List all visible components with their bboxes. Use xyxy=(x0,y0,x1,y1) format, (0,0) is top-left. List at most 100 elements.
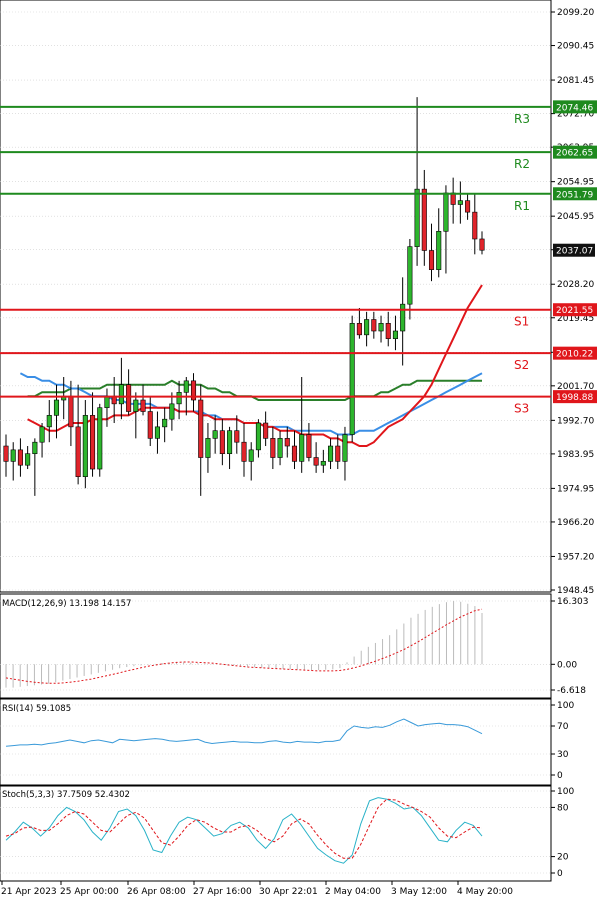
candle-bull xyxy=(46,415,52,428)
macd-axis: 16.303 0.00 -6.618 xyxy=(551,597,589,696)
candle-bear xyxy=(428,250,435,270)
price-tick-label: 1966.20 xyxy=(557,518,594,528)
time-axis: 21 Apr 2023 25 Apr 00:00 26 Apr 08:00 27 Ap… xyxy=(1,881,513,897)
indicator-tick-label: -6.618 xyxy=(557,686,586,696)
level-price-label: 2074.46 xyxy=(556,103,593,113)
price-tick-label: 2054.95 xyxy=(557,178,594,188)
indicator-tick-label: 0 xyxy=(557,869,563,879)
price-tick-label: 2072.70 xyxy=(557,110,594,120)
candle-bull xyxy=(53,399,60,416)
indicator-tick-label: 100 xyxy=(557,701,574,711)
rsi-title: RSI(14) 59.1085 xyxy=(2,704,71,714)
candle-bear xyxy=(219,430,225,454)
candle-bear xyxy=(3,445,9,462)
candle-bull xyxy=(176,392,182,405)
macd-grid xyxy=(0,600,551,691)
candle-bull xyxy=(342,434,348,462)
candle-bull xyxy=(97,407,103,470)
candle-bull xyxy=(162,418,168,428)
candle-bull xyxy=(255,422,261,451)
level-price-label: 1998.88 xyxy=(556,393,593,403)
candle-bear xyxy=(126,384,132,412)
candle-bull xyxy=(25,453,31,466)
candle-bear xyxy=(479,238,485,251)
candle-bear xyxy=(306,434,312,458)
candle-bull xyxy=(248,449,254,462)
candle-bull xyxy=(320,461,326,466)
price-tick-label: 2001.70 xyxy=(557,382,594,392)
candle-bull xyxy=(349,323,355,435)
level-price-box xyxy=(553,100,597,114)
candle-bear xyxy=(284,438,290,447)
candle-bear xyxy=(421,188,427,251)
level-price-box xyxy=(553,346,597,360)
macd-title: MACD(12,26,9) 13.198 14.157 xyxy=(2,599,131,609)
level-price-label: 2010.22 xyxy=(556,350,593,360)
candle-bear xyxy=(465,200,471,213)
price-tick-label: 2019.45 xyxy=(557,314,594,324)
candle-bull xyxy=(299,434,305,462)
stoch-k-line xyxy=(5,797,483,864)
candle-bull xyxy=(364,319,370,336)
level-price-label: 2021.55 xyxy=(556,306,593,316)
current-price-marker: 2037.07 xyxy=(553,243,595,257)
candle-bull xyxy=(205,438,211,458)
candle-bull xyxy=(32,441,38,454)
price-tick-label: 2099.20 xyxy=(557,8,594,18)
candle-bull xyxy=(378,323,384,332)
rsi-line xyxy=(5,718,483,747)
price-tick-label: 2045.95 xyxy=(557,212,594,222)
macd-panel: MACD(12,26,9) 13.198 14.157 16.303 0.00 -6… xyxy=(0,593,589,699)
candle-bull xyxy=(183,380,189,393)
candle-bull xyxy=(104,395,110,408)
candle-bull xyxy=(154,426,160,439)
candle-bull xyxy=(443,192,449,232)
ma-fast-line xyxy=(27,284,483,447)
time-tick-label: 2 May 04:00 xyxy=(325,887,381,897)
candle-bear xyxy=(241,441,247,462)
pivot-levels[interactable]: R3 2074.46 R2 2062.65 R1 2051.79 S1 2021.55 S2 20… xyxy=(0,100,597,416)
level-name-r1: R1 xyxy=(514,199,530,213)
candle-bear xyxy=(140,399,146,412)
candle-bear xyxy=(263,422,269,439)
level-price-box xyxy=(553,145,597,159)
price-tick-label: 1992.70 xyxy=(557,416,594,426)
candle-bull xyxy=(436,231,442,270)
level-price-box xyxy=(553,187,597,201)
level-price-label: 2051.79 xyxy=(556,190,593,200)
level-name-r2: R2 xyxy=(514,157,530,171)
indicator-tick-label: 0.00 xyxy=(557,660,577,670)
price-axis: 2099.202090.452081.452072.702063.952054.… xyxy=(551,8,594,596)
rsi-panel-frame xyxy=(0,698,552,786)
candle-bear xyxy=(385,323,391,339)
candle-bull xyxy=(212,430,218,439)
candle-bear xyxy=(75,426,81,478)
candle-bear xyxy=(356,323,362,336)
time-tick-label: 27 Apr 16:00 xyxy=(193,887,252,897)
candle-bear xyxy=(472,211,478,240)
macd-signal-line xyxy=(5,608,483,684)
candle-bull xyxy=(133,399,139,412)
rsi-panel: RSI(14) 59.1085 100 70 30 0 xyxy=(0,698,574,786)
ma-slow-line xyxy=(27,379,482,401)
level-price-label: 2062.65 xyxy=(556,149,593,159)
candle-bear xyxy=(90,415,96,470)
stoch-panel-frame xyxy=(0,785,552,882)
price-tick-label: 2028.20 xyxy=(557,280,594,290)
rsi-axis: 100 70 30 0 xyxy=(551,701,574,781)
candle-bull xyxy=(457,200,463,205)
price-panel: 2099.202090.452081.452072.702063.952054.… xyxy=(0,0,597,596)
candlesticks xyxy=(3,97,485,496)
price-panel-frame xyxy=(0,0,552,593)
time-tick-label: 30 Apr 22:01 xyxy=(259,887,318,897)
candle-bull xyxy=(400,303,406,332)
time-tick-label: 4 May 20:00 xyxy=(457,887,513,897)
indicator-tick-label: 0 xyxy=(557,771,563,781)
stoch-panel: Stoch(5,3,3) 37.7509 52.4302 100 80 20 0 xyxy=(0,785,574,882)
candle-bull xyxy=(82,415,88,478)
indicator-tick-label: 100 xyxy=(557,787,574,797)
level-name-s1: S1 xyxy=(514,315,529,329)
candle-bull xyxy=(407,246,413,305)
stoch-axis: 100 80 20 0 xyxy=(551,787,574,879)
